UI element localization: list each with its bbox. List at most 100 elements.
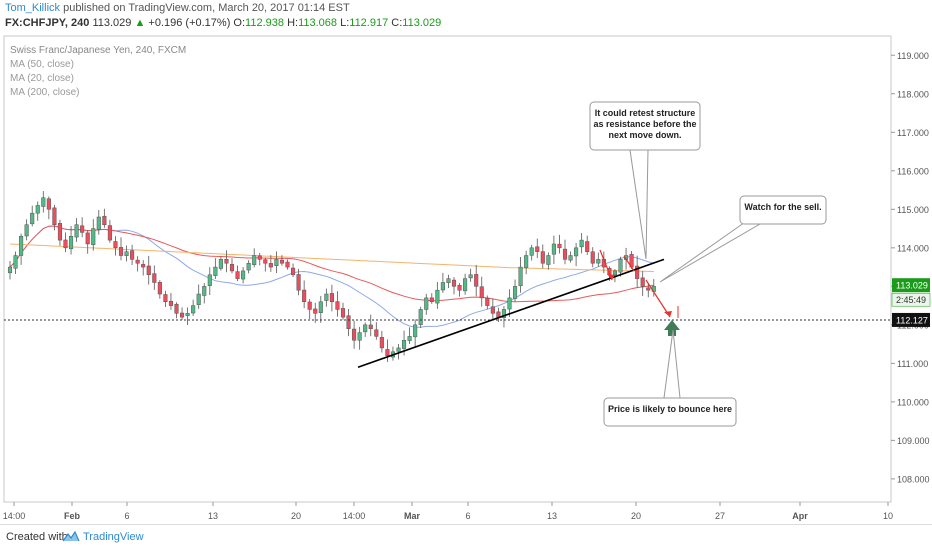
x-tick-label: 10 [883, 511, 893, 521]
candle-down [152, 273, 157, 283]
candle-down [52, 207, 57, 225]
candle-down [229, 264, 235, 272]
y-tick-label: 115.000 [897, 205, 929, 215]
candle-down [180, 312, 185, 318]
candle-up [274, 259, 279, 266]
level-price-text: 112.127 [896, 315, 928, 325]
sell-callout: Watch for the sell. [659, 195, 827, 283]
candle-down [451, 279, 457, 287]
candle-down [646, 287, 651, 291]
candle-down [46, 198, 51, 210]
candle-down [335, 301, 340, 310]
candle-up [596, 259, 601, 264]
x-tick-label: 20 [291, 511, 301, 521]
price-chart[interactable]: 119.000 118.000 117.000 116.000 115.000 114.0… [0, 34, 932, 524]
current-price-text: 113.029 [896, 281, 928, 291]
candle-up [418, 309, 423, 325]
ma20-line [9, 225, 654, 328]
candle-up [402, 339, 407, 349]
candle-up [185, 313, 190, 316]
candle-down [107, 225, 112, 241]
y-axis: 119.000 118.000 117.000 116.000 115.000 114.0… [891, 51, 930, 484]
x-tick-label: 20 [631, 511, 641, 521]
candle-up [424, 297, 429, 310]
bounce-callout: Price is likely to bounce here [603, 329, 737, 427]
red-arrow-3-line [645, 279, 671, 318]
candle-down [157, 282, 162, 295]
candle-up [96, 216, 101, 230]
candle-up [324, 293, 329, 301]
x-tick-label: 14:00 [343, 511, 366, 521]
candle-down [313, 308, 318, 314]
y-tick-label: 108.000 [897, 474, 930, 484]
y-tick-label: 114.000 [897, 243, 929, 253]
retest-callout-text: as resistance before the [593, 119, 696, 129]
chart-area[interactable]: 119.000 118.000 117.000 116.000 115.000 114.0… [0, 34, 932, 524]
candle-down [57, 223, 63, 241]
retest-callout-text: It could retest structure [595, 108, 696, 118]
candle-up [124, 251, 129, 256]
candle-up [568, 255, 573, 261]
candle-down [485, 297, 490, 306]
candle-up [241, 270, 246, 280]
candle-down [479, 286, 484, 299]
candle-up [41, 197, 46, 207]
x-tick-label: Mar [404, 511, 421, 521]
candle-down [374, 329, 379, 337]
candle-down [340, 308, 346, 318]
candle-down [63, 239, 68, 249]
candle-up [612, 270, 618, 276]
y-tick-label: 109.000 [897, 436, 930, 446]
candle-down [291, 267, 296, 276]
candle-down [429, 297, 434, 302]
candle-down [141, 264, 146, 268]
candle-down [585, 241, 590, 252]
candle-down [80, 225, 85, 233]
candle-up [446, 278, 451, 284]
tradingview-link[interactable]: TradingView [83, 531, 144, 543]
close-value: 113.029 [402, 17, 442, 29]
legend-ma200[interactable]: MA (200, close) [10, 87, 80, 98]
candle-down [235, 271, 240, 279]
chart-legend: Swiss Franc/Japanese Yen, 240, FXCM MA (… [10, 44, 186, 100]
candle-up [435, 289, 440, 304]
high-label: H: [287, 17, 299, 29]
symbol-label: FX:CHFJPY, 240 [5, 17, 90, 29]
candle-down [279, 259, 284, 264]
y-tick-label: 117.000 [897, 128, 929, 138]
publish-line: Tom_Killick published on TradingView.com… [5, 2, 350, 14]
candle-up [246, 262, 251, 271]
candle-up [518, 266, 523, 286]
x-tick-label: Feb [64, 511, 81, 521]
legend-ma20[interactable]: MA (20, close) [10, 73, 74, 84]
candle-down [102, 215, 107, 225]
tradingview-logo-icon [62, 530, 80, 542]
candle-up [19, 236, 24, 256]
candle-down [135, 259, 140, 264]
candle-down [296, 274, 301, 291]
candle-down [113, 241, 118, 249]
legend-ma50[interactable]: MA (50, close) [10, 59, 74, 70]
candle-down [130, 250, 135, 260]
x-tick-label: 6 [465, 511, 470, 521]
candle-down [257, 255, 262, 260]
candle-up [413, 324, 418, 338]
low-value: 112.917 [349, 17, 389, 29]
candle-down [346, 315, 351, 329]
author-link[interactable]: Tom_Killick [5, 2, 61, 14]
x-axis: 14:00 Feb 6 13 20 14:00 Mar 6 13 20 27 Apr 10 [3, 502, 893, 521]
bounce-callout-text: Price is likely to bounce here [608, 404, 732, 414]
open-label: O: [233, 17, 246, 29]
candle-up [252, 255, 257, 266]
candle-down [590, 251, 595, 264]
ohlc-line: FX:CHFJPY, 240 113.029 ▲ +0.196 (+0.17%)… [5, 17, 441, 29]
candle-up [529, 247, 534, 256]
candle-down [640, 277, 645, 287]
candle-down [496, 311, 501, 318]
candle-up [468, 274, 473, 279]
candle-down [540, 251, 545, 264]
y-tick-label: 116.000 [897, 166, 929, 176]
candle-up [396, 347, 401, 352]
level-price-tag [892, 312, 930, 327]
retest-callout-box [589, 101, 701, 151]
